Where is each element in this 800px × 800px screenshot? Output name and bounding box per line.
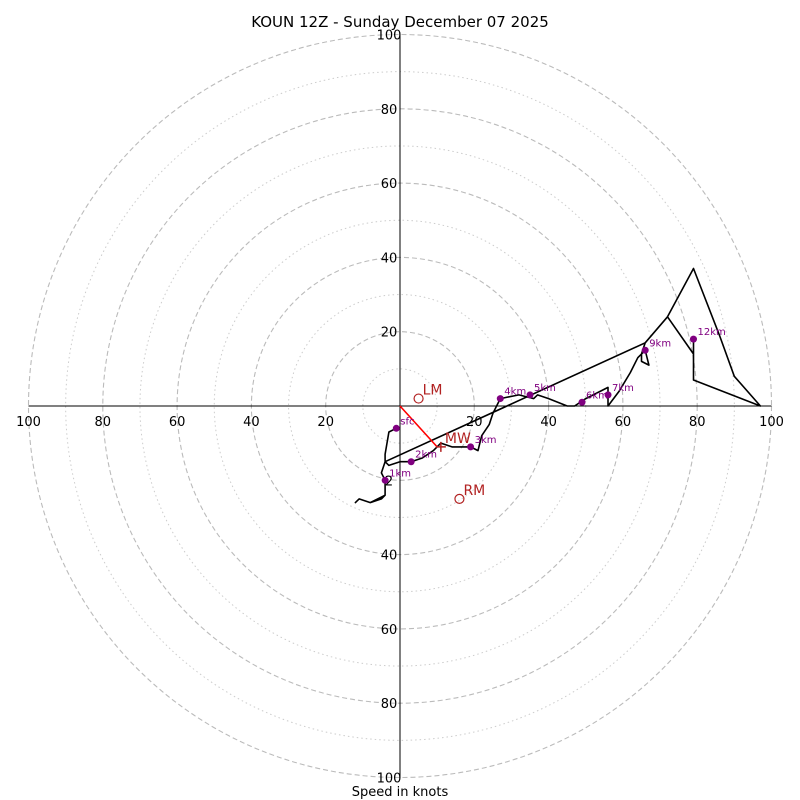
height-marker-label: 6km bbox=[586, 390, 608, 401]
tick-label-up: 60 bbox=[381, 177, 398, 192]
tick-label-right: 20 bbox=[466, 415, 483, 430]
height-marker-point bbox=[604, 391, 612, 399]
storm-motions: LM MW RM bbox=[413, 383, 485, 504]
storm-motion-label: RM bbox=[463, 483, 485, 499]
x-axis-label: Speed in knots bbox=[352, 785, 449, 800]
wind-profile bbox=[354, 267, 762, 504]
height-marker-point bbox=[578, 398, 586, 406]
height-marker-label: 3km bbox=[475, 435, 497, 446]
height-marker-label: 1km bbox=[389, 468, 411, 479]
height-marker-label: sfc bbox=[400, 416, 414, 427]
tick-label-right: 40 bbox=[540, 415, 557, 430]
height-markers: sfc 1km 2km 3km 4km 5km 6km 7km 9km 12km bbox=[381, 327, 726, 484]
tick-label-down: 100 bbox=[377, 772, 402, 787]
height-marker-point bbox=[526, 391, 534, 399]
tick-label-left: 40 bbox=[243, 415, 260, 430]
tick-label-down: 60 bbox=[381, 623, 398, 638]
height-marker-label: 12km bbox=[697, 327, 725, 338]
tick-label-down: 2 bbox=[385, 474, 393, 489]
height-marker-label: 4km bbox=[504, 387, 526, 398]
tick-label-left: 60 bbox=[169, 415, 186, 430]
height-marker-label: 5km bbox=[534, 383, 556, 394]
height-marker-point bbox=[392, 424, 400, 432]
height-marker-point bbox=[381, 476, 389, 484]
tick-label-right: 100 bbox=[759, 415, 784, 430]
tick-label-down: 40 bbox=[381, 549, 398, 564]
tick-label-up: 80 bbox=[381, 103, 398, 118]
tick-label-up: 20 bbox=[381, 326, 398, 341]
tick-label-up: 40 bbox=[381, 251, 398, 266]
hodograph-trace bbox=[354, 267, 762, 504]
tick-label-left: 80 bbox=[95, 415, 112, 430]
height-marker-point bbox=[496, 395, 504, 403]
height-marker-label: 2km bbox=[415, 450, 437, 461]
chart-title: KOUN 12Z - Sunday December 07 2025 bbox=[251, 13, 549, 31]
height-marker-point bbox=[641, 346, 649, 354]
mean-wind-marker bbox=[435, 441, 446, 452]
shear-vector-line bbox=[399, 405, 438, 448]
storm-motion-label: MW bbox=[445, 431, 471, 447]
height-marker-label: 7km bbox=[612, 383, 634, 394]
height-marker-point bbox=[407, 458, 415, 466]
storm-motion-marker bbox=[413, 393, 424, 404]
shear-vector bbox=[399, 405, 438, 448]
storm-motion-marker bbox=[454, 493, 465, 504]
tick-label-right: 60 bbox=[615, 415, 632, 430]
tick-label-left: 100 bbox=[16, 415, 41, 430]
height-marker-label: 9km bbox=[649, 338, 671, 349]
tick-label-up: 100 bbox=[377, 29, 402, 44]
tick-label-down: 80 bbox=[381, 697, 398, 712]
height-marker-point bbox=[467, 443, 475, 451]
height-marker-point bbox=[689, 335, 697, 343]
tick-label-left: 20 bbox=[317, 415, 334, 430]
storm-motion-label: LM bbox=[423, 383, 443, 399]
tick-label-right: 80 bbox=[689, 415, 706, 430]
